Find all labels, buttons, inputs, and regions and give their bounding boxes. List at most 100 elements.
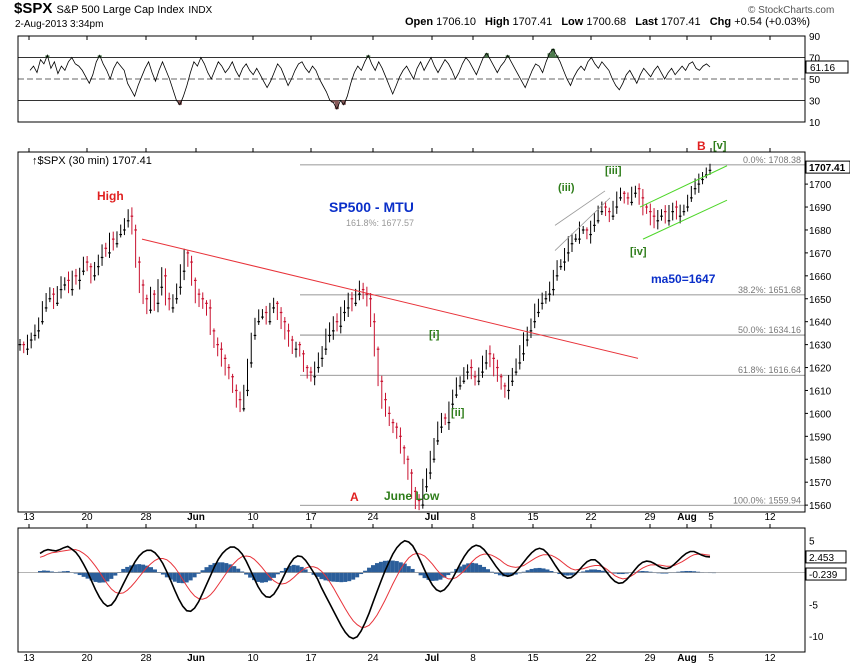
quote-label-high: High: [485, 16, 513, 28]
fib-label: 61.8%: 1616.64: [738, 365, 801, 375]
price-y-tick: 1600: [809, 409, 832, 420]
header-datetime: 2-Aug-2013 3:34pm: [15, 19, 104, 30]
macd-hist-bar: [418, 572, 423, 576]
macd-hist-bar: [450, 571, 455, 573]
macd-hist-bar: [89, 572, 94, 581]
macd-hist-bar: [684, 570, 689, 573]
rsi-value-tag-text: 61.16: [810, 63, 835, 74]
macd-hist-bar: [275, 572, 280, 575]
macd-tag: [805, 550, 847, 564]
fib-label: 0.0%: 1708.38: [743, 155, 801, 165]
macd-hist-bar: [478, 564, 483, 573]
macd-hist-bar: [61, 571, 66, 573]
symbol: $SPX: [14, 0, 53, 17]
macd-hist-bar: [589, 569, 594, 573]
macd-hist-bar: [692, 571, 697, 573]
macd-hist-bar: [545, 569, 550, 573]
label-wave-v: [v]: [713, 140, 727, 152]
macd-hist-bar: [260, 572, 265, 583]
x-tick-label: 29: [644, 653, 656, 664]
macd-hist-bar: [696, 571, 701, 573]
x-tick-label: 5: [708, 512, 714, 523]
macd-hist-bar: [85, 572, 90, 579]
macd-hist-bar: [256, 572, 261, 582]
chart-title: SP500 - MTU: [329, 199, 414, 215]
macd-hist-bar: [430, 572, 435, 581]
fib-label: 38.2%: 1651.68: [738, 285, 801, 295]
rsi-y-tick: 70: [809, 54, 821, 65]
x-tick-label: Aug: [677, 512, 696, 523]
macd-y-tick: 5: [809, 537, 815, 548]
price-y-tick: 1670: [809, 249, 832, 260]
macd-hist-bar: [482, 566, 487, 573]
label-wave-ii: [ii]: [451, 407, 465, 419]
macd-hist-bar: [299, 566, 304, 573]
macd-hist-bar: [474, 563, 479, 573]
macd-hist-bar: [561, 572, 566, 576]
price-y-tick: 1700: [809, 180, 832, 191]
macd-hist-bar: [216, 562, 221, 573]
quote-value-chg: +0.54 (+0.03%): [734, 16, 811, 28]
macd-hist-bar: [438, 572, 443, 580]
macd-hist-bar: [581, 571, 586, 573]
macd-hist-bar: [557, 572, 562, 575]
macd-hist-bar: [426, 572, 431, 580]
x-tick-label: 12: [764, 653, 776, 664]
macd-hist-bar: [569, 572, 574, 576]
label-b: B: [697, 139, 706, 153]
macd-hist-bar: [45, 570, 50, 573]
x-tick-label: 5: [708, 653, 714, 664]
macd-hist-bar: [271, 572, 276, 578]
rsi-line: [29, 48, 711, 111]
macd-hist-bar: [596, 569, 601, 573]
macd-hist-bar: [462, 564, 467, 573]
macd-hist-bar: [648, 571, 653, 573]
price-y-tick: 1640: [809, 318, 832, 329]
rsi-y-tick: 30: [809, 97, 821, 108]
macd-hist-bar: [402, 563, 407, 573]
macd-hist-bar: [466, 563, 471, 573]
price-y-tick: 1650: [809, 295, 832, 306]
macd-hist-bar: [446, 572, 451, 576]
macd-hist-bar: [497, 572, 502, 576]
channel-upper: [639, 165, 728, 208]
macd-hist-bar: [97, 572, 102, 583]
price-y-tick: 1560: [809, 501, 832, 512]
macd-tag-text: 2.453: [809, 553, 834, 564]
label-june-low: June Low: [384, 489, 440, 503]
rsi-value-tag: [805, 60, 849, 74]
macd-hist-bar: [291, 564, 296, 573]
source-credit: © StockCharts.com: [748, 5, 835, 16]
macd-hist-bar: [541, 568, 546, 573]
macd-tag: [805, 567, 847, 581]
x-tick-label: Jun: [187, 512, 205, 523]
x-tick-label: 10: [247, 512, 259, 523]
macd-hist-bar: [664, 572, 669, 574]
macd-hist-bar: [164, 572, 169, 578]
macd-hist-bar: [113, 572, 118, 576]
rsi-y-tick: 90: [809, 32, 821, 43]
quote-value-last: 1707.41: [660, 16, 704, 28]
channel-lower: [642, 199, 728, 240]
macd-hist-bar: [93, 572, 98, 582]
trendline: [141, 238, 639, 359]
price-y-tick: 1690: [809, 203, 832, 214]
macd-hist-bar: [489, 571, 494, 573]
macd-hist-bar: [711, 572, 716, 574]
macd-hist-bar: [263, 572, 268, 583]
macd-hist-bar: [224, 563, 229, 573]
x-tick-label: Jun: [187, 653, 205, 664]
macd-hist-bar: [458, 566, 463, 573]
macd-hist-bar: [232, 566, 237, 573]
macd-hist-bar: [41, 570, 46, 573]
macd-hist-bar: [378, 561, 383, 573]
macd-hist-bar: [105, 572, 110, 582]
macd-hist-bar: [636, 571, 641, 573]
macd-hist-bar: [565, 572, 570, 576]
macd-hist-bar: [585, 570, 590, 573]
fib-label: 50.0%: 1634.16: [738, 325, 801, 335]
x-tick-label: 15: [527, 512, 539, 523]
macd-hist-bar: [327, 572, 332, 582]
macd-hist-bar: [593, 569, 598, 573]
macd-y-tick: -5: [809, 600, 818, 611]
